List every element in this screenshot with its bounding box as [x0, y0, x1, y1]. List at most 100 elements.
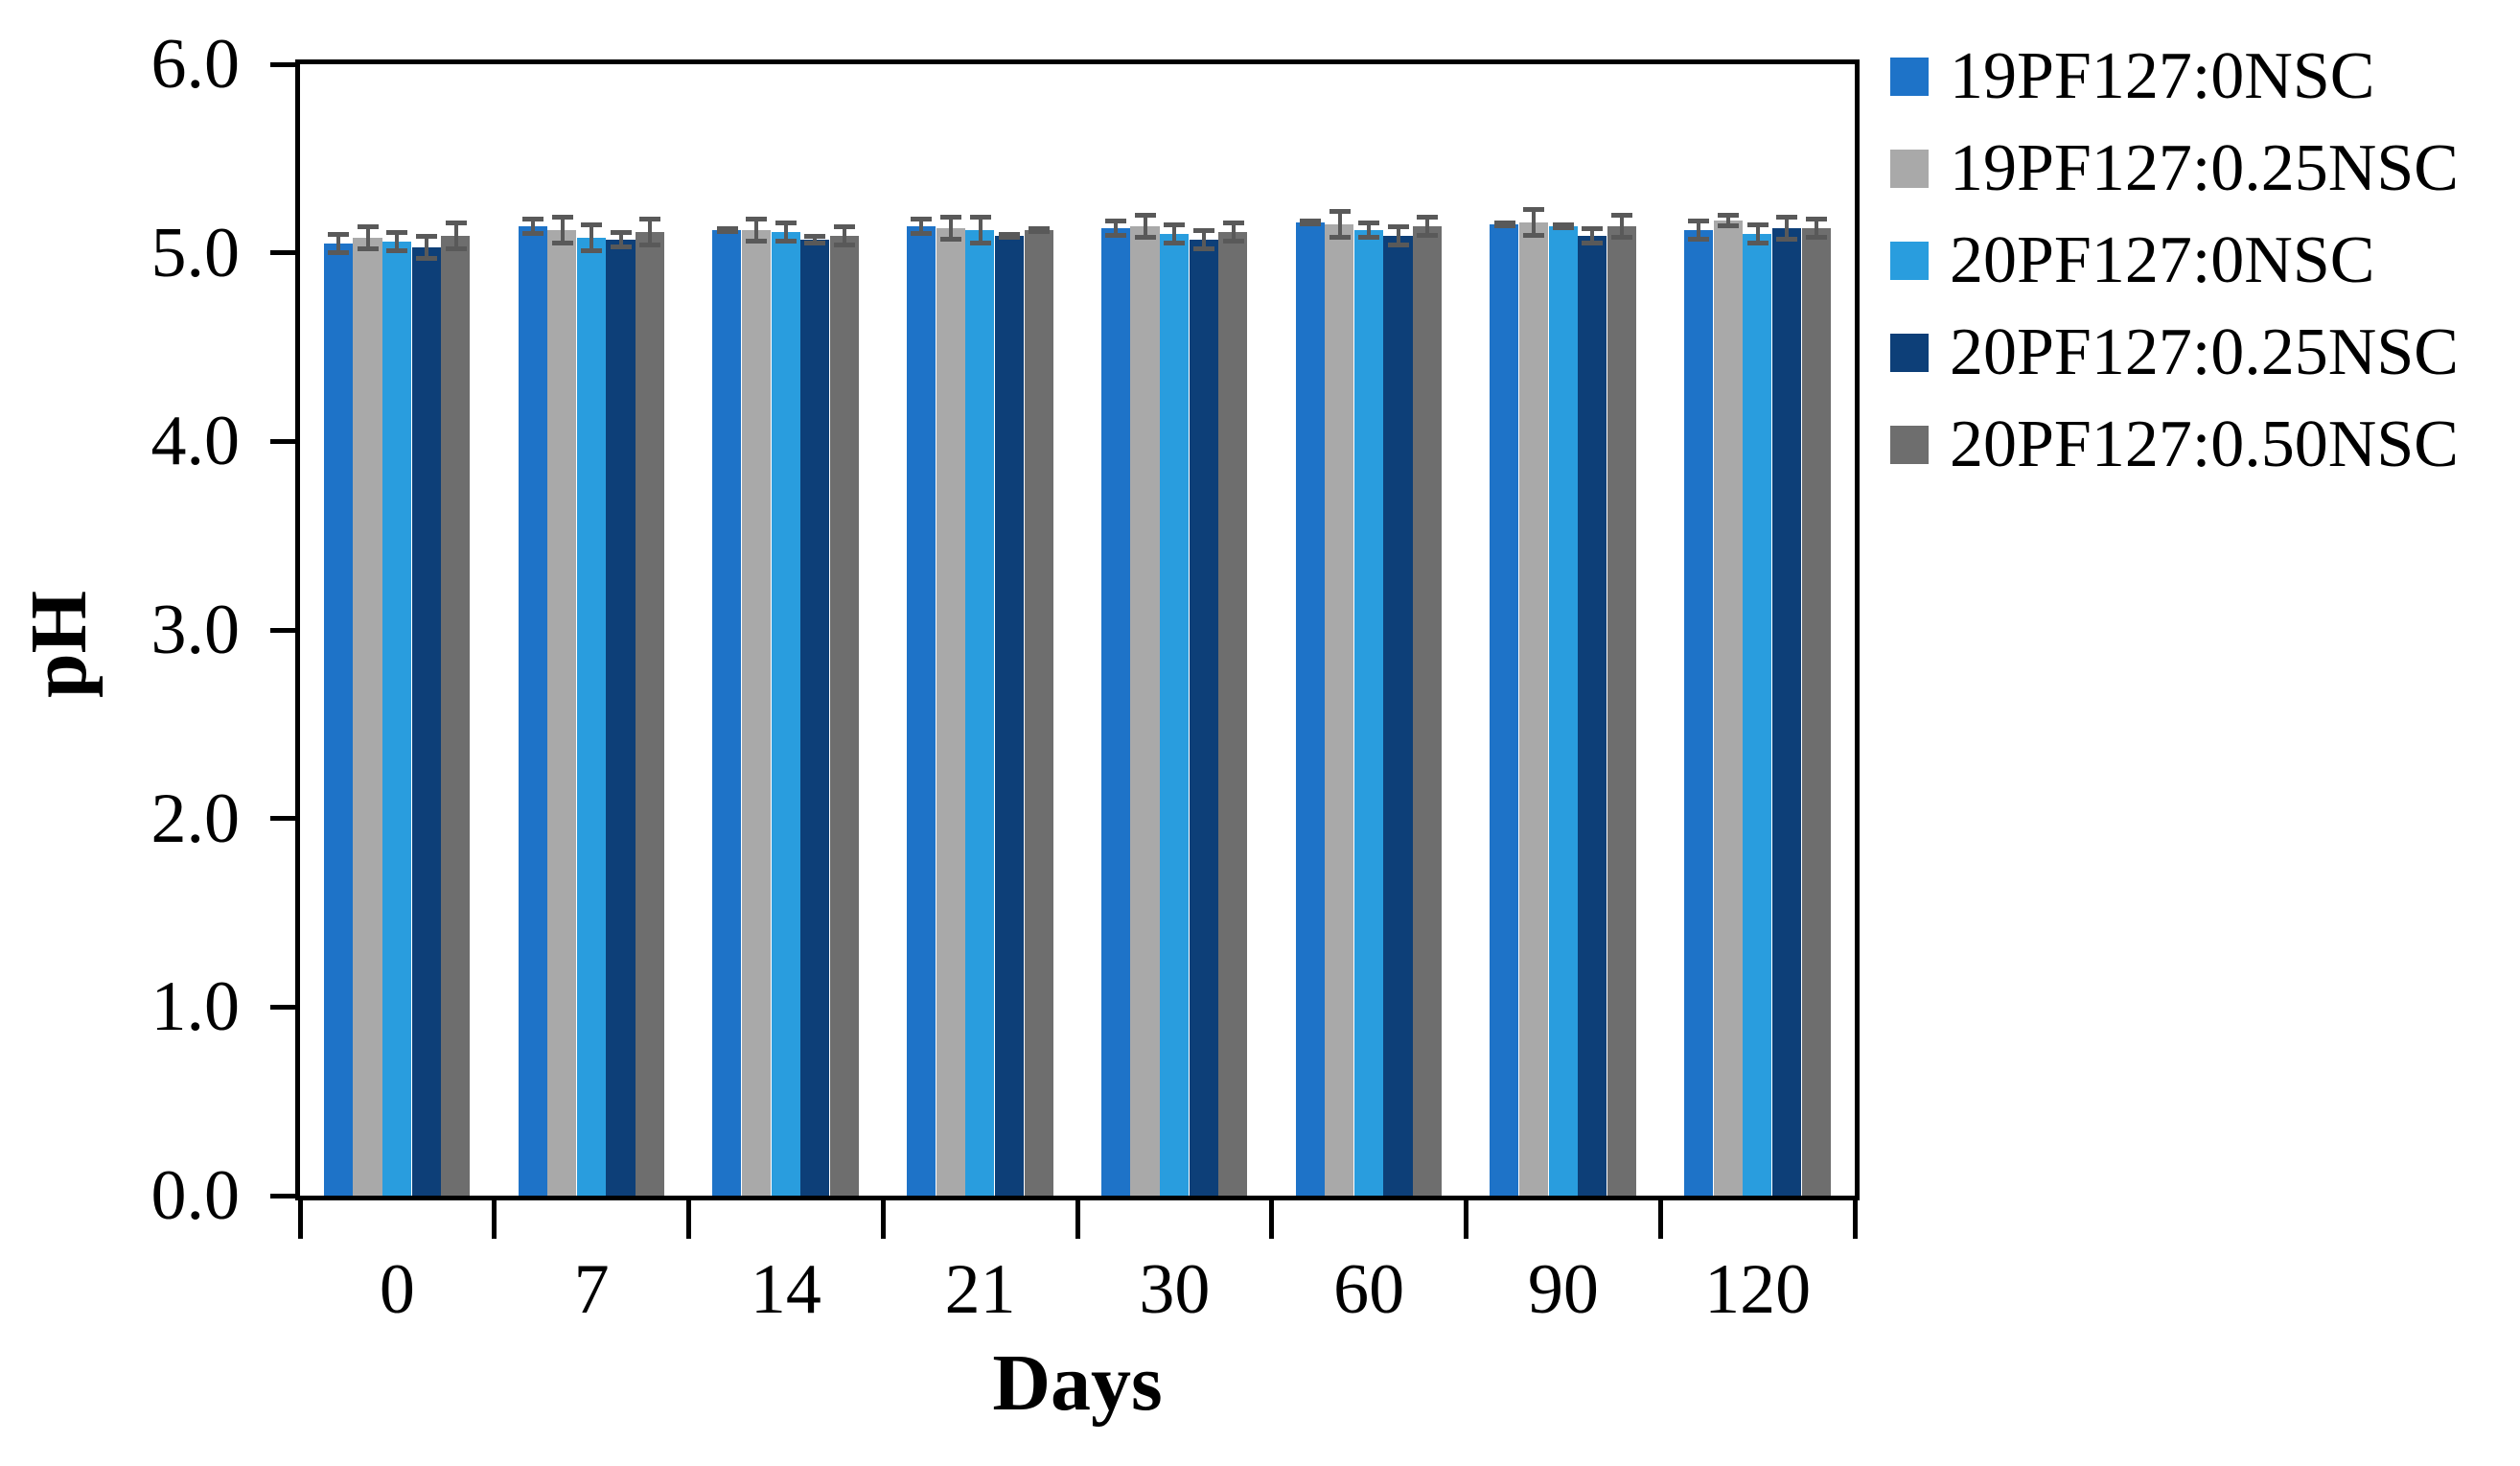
error-bar-cap-bottom [328, 249, 350, 255]
legend-swatch-icon [1890, 334, 1929, 372]
error-bar-line [1814, 219, 1818, 238]
bar [771, 232, 800, 1196]
error-bar-cap-top [1358, 221, 1380, 226]
error-bar-cap-bottom [969, 240, 991, 245]
legend-swatch-icon [1890, 58, 1929, 96]
y-tick-mark [270, 438, 295, 444]
bar [1100, 228, 1130, 1196]
error-bar-line [453, 222, 458, 249]
y-tick-mark [270, 1004, 295, 1010]
error-bar-line [395, 232, 400, 251]
legend: 19PF127:0NSC 19PF127:0.25NSC 20PF127:0NSC 2… [1890, 0, 2520, 537]
bar [907, 226, 936, 1196]
x-tick-mark [1657, 1200, 1663, 1239]
error-bar-cap-bottom [1387, 242, 1409, 247]
bar [1518, 222, 1549, 1196]
error-bar-line [1231, 222, 1236, 242]
error-bar-cap-bottom [1746, 240, 1769, 245]
y-tick-label: 6.0 [150, 25, 241, 104]
error-bar-cap-bottom [1493, 223, 1515, 229]
error-bar-cap-top [1329, 209, 1351, 215]
legend-label: 19PF127:0NSC [1950, 39, 2375, 113]
y-tick-label: 2.0 [150, 779, 241, 858]
error-bar-cap-top [1582, 226, 1604, 232]
bar [1353, 230, 1383, 1196]
bar [994, 235, 1025, 1196]
error-bar-cap-top [1192, 228, 1214, 234]
error-bar-line [618, 232, 623, 247]
error-bar-cap-bottom [1105, 232, 1127, 238]
error-bar-line [1590, 228, 1595, 244]
error-bar-cap-top [581, 222, 603, 228]
error-bar-cap-bottom [445, 245, 467, 251]
error-bar-cap-top [521, 217, 543, 222]
error-bar-cap-top [804, 233, 826, 239]
error-bar-cap-top [1776, 215, 1798, 221]
error-bar-cap-top [1611, 213, 1633, 219]
error-bar-cap-top [1746, 222, 1769, 228]
error-bar-line [1785, 217, 1790, 240]
error-bar-line [949, 217, 953, 240]
error-bar-line [1755, 224, 1760, 244]
bar [606, 239, 636, 1196]
error-bar-cap-top [1523, 207, 1545, 213]
error-bar-cap-top [1105, 219, 1127, 224]
error-bar-cap-bottom [911, 231, 933, 236]
error-bar-cap-bottom [357, 245, 379, 251]
error-bar-cap-top [1387, 224, 1409, 230]
error-bar-cap-bottom [415, 255, 437, 261]
legend-item: 20PF127:0.50NSC [1890, 407, 2459, 483]
legend-label: 20PF127:0.50NSC [1950, 407, 2459, 481]
error-bar-cap-bottom [716, 229, 738, 235]
x-tick-mark [1269, 1200, 1275, 1239]
y-tick-label: 1.0 [150, 967, 241, 1047]
x-tick-label: 21 [944, 1250, 1016, 1329]
bar [1160, 234, 1190, 1196]
legend-item: 20PF127:0.25NSC [1890, 314, 2459, 391]
error-bar-line [1201, 230, 1206, 249]
x-tick-label: 60 [1333, 1250, 1405, 1329]
bar [829, 235, 859, 1196]
error-bar-cap-bottom [1523, 232, 1545, 238]
error-bar-line [424, 235, 428, 259]
error-bar-line [560, 217, 565, 244]
bar [1578, 235, 1607, 1196]
x-tick-mark [1075, 1200, 1080, 1239]
error-bar-cap-bottom [1192, 245, 1214, 251]
error-bar-cap-bottom [639, 242, 661, 247]
error-bar-cap-bottom [1552, 225, 1574, 231]
bar [741, 230, 772, 1196]
error-bar-line [1620, 215, 1625, 238]
error-bar-line [590, 224, 594, 251]
error-bar-cap-bottom [1718, 223, 1739, 229]
x-tick-label: 90 [1527, 1250, 1599, 1329]
bar [1607, 226, 1636, 1196]
legend-item: 20PF127:0NSC [1890, 222, 2374, 299]
error-bar-cap-bottom [1805, 234, 1827, 240]
legend-swatch-icon [1890, 242, 1929, 280]
x-tick-mark [297, 1200, 303, 1239]
error-bar-line [365, 226, 370, 249]
error-bar-line [1143, 215, 1147, 238]
error-bar-cap-top [1164, 222, 1186, 228]
error-bar-cap-bottom [1299, 221, 1321, 227]
error-bar-cap-bottom [1164, 240, 1186, 245]
error-bar-cap-top [774, 221, 797, 226]
error-bar-line [530, 219, 535, 234]
bar [1383, 235, 1413, 1196]
error-bar-cap-bottom [1611, 234, 1633, 240]
error-bar-line [1396, 226, 1400, 245]
error-bar-cap-bottom [834, 242, 856, 247]
error-bar-line [1726, 215, 1730, 227]
bar [1743, 234, 1772, 1196]
legend-swatch-icon [1890, 426, 1929, 464]
error-bar-cap-top [1805, 217, 1827, 222]
bar [547, 230, 577, 1196]
error-bar-cap-bottom [610, 244, 632, 249]
y-tick-mark [270, 61, 295, 67]
x-tick-label: 0 [379, 1250, 415, 1329]
bar [1771, 228, 1802, 1196]
error-bar-line [1172, 224, 1177, 244]
bar [636, 232, 665, 1196]
